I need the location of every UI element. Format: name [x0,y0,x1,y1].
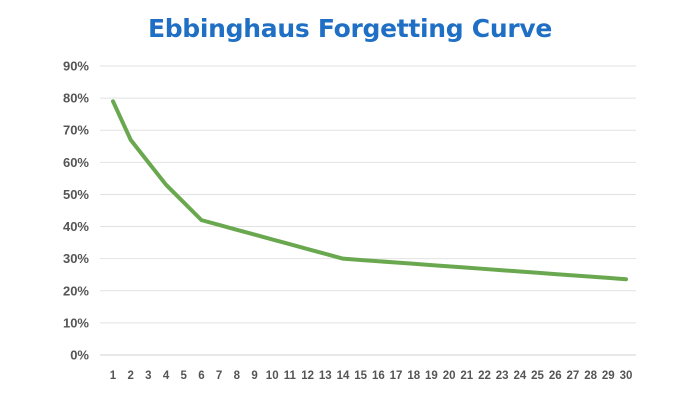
x-tick-label: 19 [425,370,438,382]
x-tick-label: 5 [181,370,188,382]
x-tick-label: 22 [478,370,491,382]
x-tick-label: 20 [443,370,456,382]
y-tick-label: 10% [63,315,89,330]
y-tick-label: 20% [63,283,89,298]
x-tick-label: 21 [460,370,473,382]
x-tick-label: 1 [110,370,117,382]
x-tick-label: 16 [372,370,385,382]
x-tick-label: 4 [163,370,170,382]
x-tick-label: 15 [354,370,367,382]
y-tick-label: 30% [63,251,89,266]
y-tick-label: 70% [63,123,89,138]
x-axis-ticks: 1 2 3 4 5 6 7 8 9 10 11 12 13 14 15 16 17 18 19 20 21 22 23 24 2… [110,370,633,382]
x-tick-label: 24 [513,370,526,382]
y-tick-label: 90% [63,59,89,74]
series-layer [111,99,628,282]
y-tick-label: 80% [63,91,89,106]
y-tick-label: 40% [63,219,89,234]
x-tick-label: 25 [531,370,544,382]
x-tick-label: 17 [390,370,403,382]
x-tick-label: 11 [284,370,297,382]
y-tick-label: 50% [63,187,89,202]
x-tick-label: 28 [584,370,597,382]
x-tick-label: 7 [216,370,222,382]
x-tick-label: 14 [337,370,350,382]
x-tick-label: 30 [620,370,633,382]
x-tick-label: 27 [567,370,580,382]
x-tick-label: 10 [266,370,279,382]
x-tick-label: 12 [301,370,314,382]
y-tick-label: 0% [70,348,89,363]
gridlines [100,65,636,356]
series-line [111,99,628,282]
x-tick-label: 23 [496,370,509,382]
x-tick-label: 2 [127,370,133,382]
x-tick-label: 13 [319,370,332,382]
y-axis-ticks: 0% 10% 20% 30% 40% 50% 60% 70% 80% 90% [63,59,89,363]
x-tick-label: 6 [198,370,204,382]
x-tick-label: 3 [145,370,151,382]
x-tick-label: 29 [602,370,615,382]
x-tick-label: 8 [234,370,241,382]
y-tick-label: 60% [63,155,89,170]
x-tick-label: 9 [251,370,257,382]
x-tick-label: 18 [407,370,420,382]
x-tick-label: 26 [549,370,562,382]
chart-title: Ebbinghaus Forgetting Curve [147,14,553,43]
